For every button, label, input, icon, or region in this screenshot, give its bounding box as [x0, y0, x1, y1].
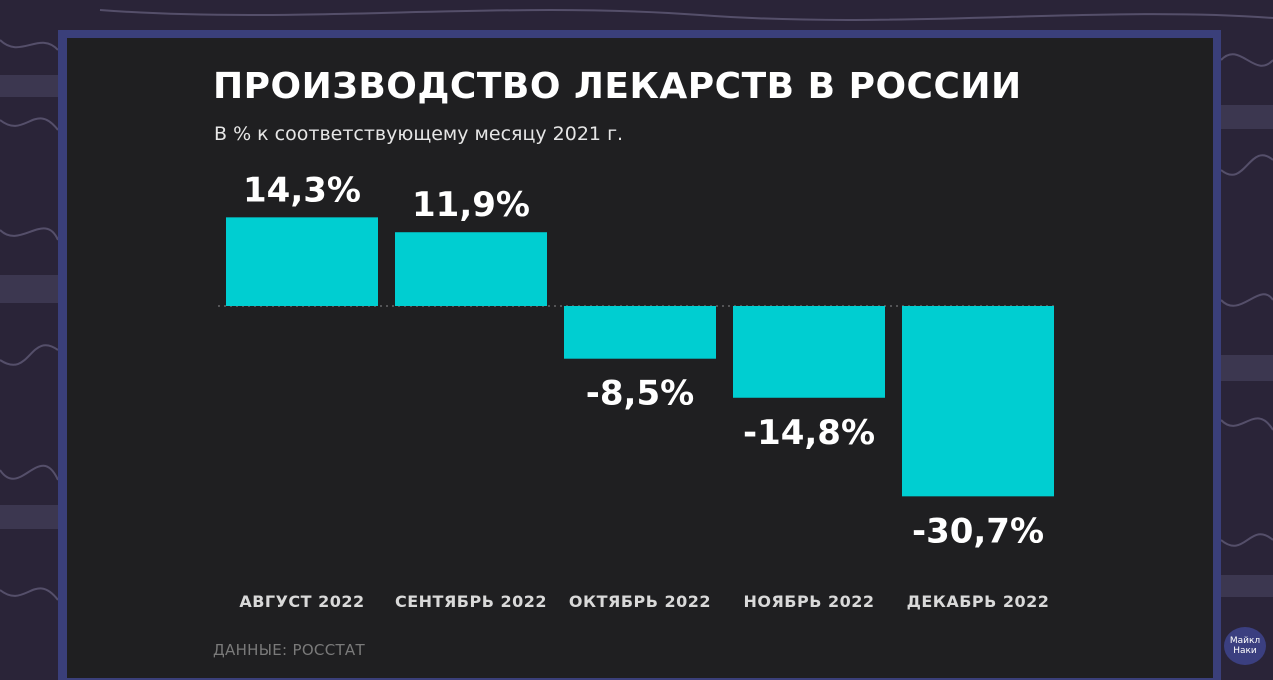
category-label: ДЕКАБРЬ 2022: [907, 592, 1050, 611]
chart-subtitle: В % к соответствующему месяцу 2021 г.: [214, 123, 624, 145]
bar-5: [902, 306, 1054, 497]
category-label: СЕНТЯБРЬ 2022: [395, 592, 547, 611]
bar-1: [226, 217, 378, 306]
bar-2: [395, 232, 547, 306]
watermark-text: Майкл Наки: [1229, 636, 1261, 656]
data-source-note: ДАННЫЕ: РОССТАТ: [213, 641, 365, 659]
chart-title: ПРОИЗВОДСТВО ЛЕКАРСТВ В РОССИИ: [213, 66, 1022, 107]
bar-value-label: 14,3%: [243, 170, 361, 210]
bar-value-label: -30,7%: [912, 511, 1044, 551]
bar-value-label: 11,9%: [412, 185, 530, 225]
category-label: ОКТЯБРЬ 2022: [569, 592, 711, 611]
bar-4: [733, 306, 885, 398]
category-label: НОЯБРЬ 2022: [743, 592, 874, 611]
bar-value-label: -8,5%: [586, 374, 694, 414]
channel-watermark: Майкл Наки: [1224, 627, 1266, 665]
bar-3: [564, 306, 716, 359]
bar-value-label: -14,8%: [743, 413, 875, 453]
category-label: АВГУСТ 2022: [239, 592, 364, 611]
